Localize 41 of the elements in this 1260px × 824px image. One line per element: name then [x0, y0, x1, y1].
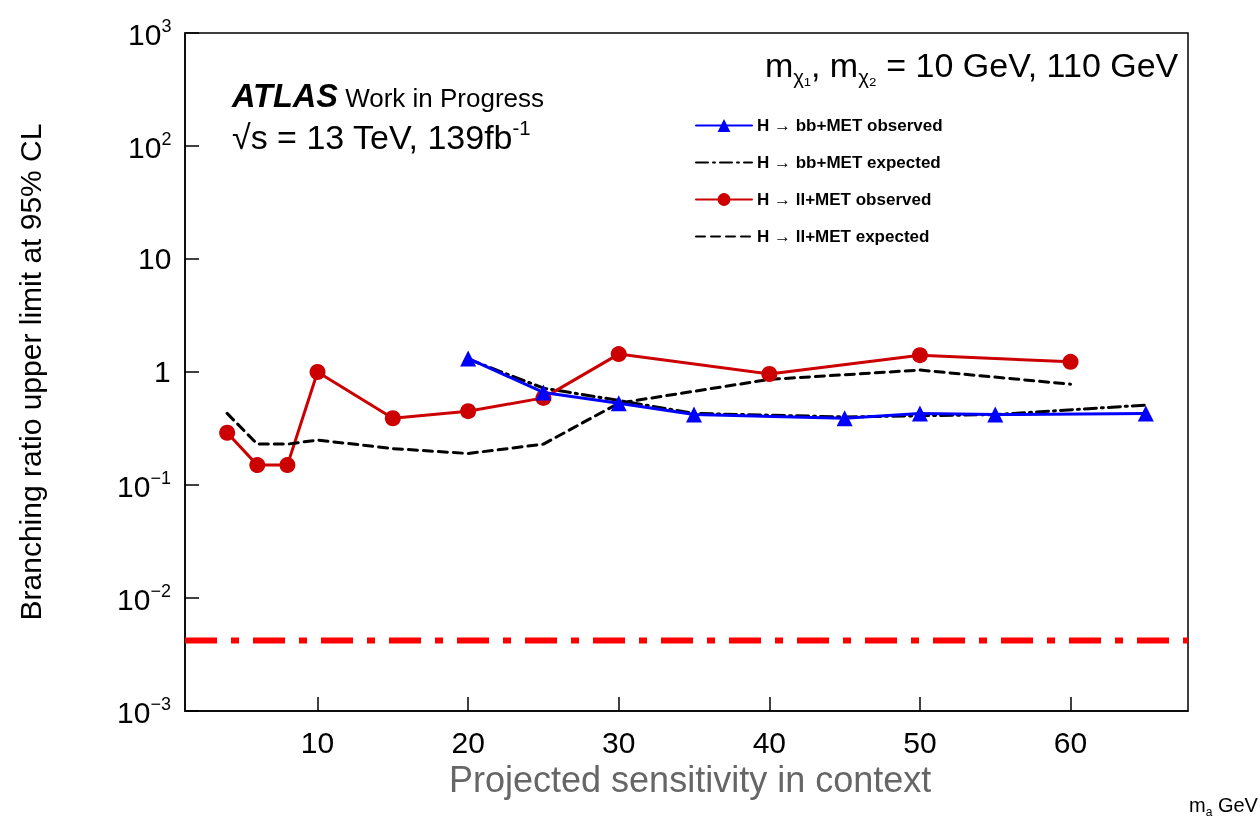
legend-label: H → bb+MET expected [757, 153, 941, 172]
point [460, 350, 477, 367]
y-tick-label: 1 [154, 355, 171, 388]
point [761, 366, 778, 382]
point [610, 395, 627, 412]
point [911, 347, 928, 364]
y-tick-label: 10$^{−3}$ [117, 693, 171, 729]
point [686, 406, 703, 423]
point [249, 457, 266, 474]
text: Projected sensitivity in context [449, 759, 932, 800]
annotation: √s = 13 TeV, 139fb$^{-1}$ [232, 117, 531, 157]
point [309, 364, 326, 380]
x-tick-label: 50 [903, 725, 937, 759]
y-tick-label: 10$^{2}$ [128, 128, 172, 164]
legend-label: H → ll+MET expected [757, 227, 930, 246]
point [987, 406, 1004, 423]
y-tick-label: 10 [138, 242, 172, 275]
y-tick-label: 10$^{3}$ [128, 15, 172, 51]
x-tick-label: 30 [602, 725, 636, 759]
legend-label: H → ll+MET observed [757, 190, 932, 209]
point [219, 424, 236, 441]
y-tick-label: 10$^{−1}$ [117, 467, 171, 503]
point [384, 410, 401, 427]
annotation: ATLAS Work in Progress [232, 78, 545, 114]
y-axis-title: Branching ratio upper limit at 95% CL [13, 123, 47, 621]
point [911, 405, 928, 422]
point [460, 403, 477, 420]
x-tick-label: 60 [1053, 725, 1088, 759]
point [1062, 353, 1079, 370]
x-tick-label: 20 [451, 725, 485, 759]
point [836, 410, 853, 427]
y-tick-label: 10$^{−2}$ [117, 580, 171, 616]
point [535, 384, 552, 401]
x-tick-label: 40 [752, 725, 787, 759]
legend-label: H → bb+MET observed [757, 116, 943, 135]
point [1137, 405, 1154, 422]
x-axis-title: m$_{a}$ GeV [1189, 794, 1258, 820]
annotation: m$_{χ₁}$, m$_{χ₂}$ = 10 GeV, 110 GeV [765, 46, 1179, 89]
x-tick-label: 10 [300, 725, 335, 759]
point [610, 346, 627, 363]
point [279, 457, 296, 474]
